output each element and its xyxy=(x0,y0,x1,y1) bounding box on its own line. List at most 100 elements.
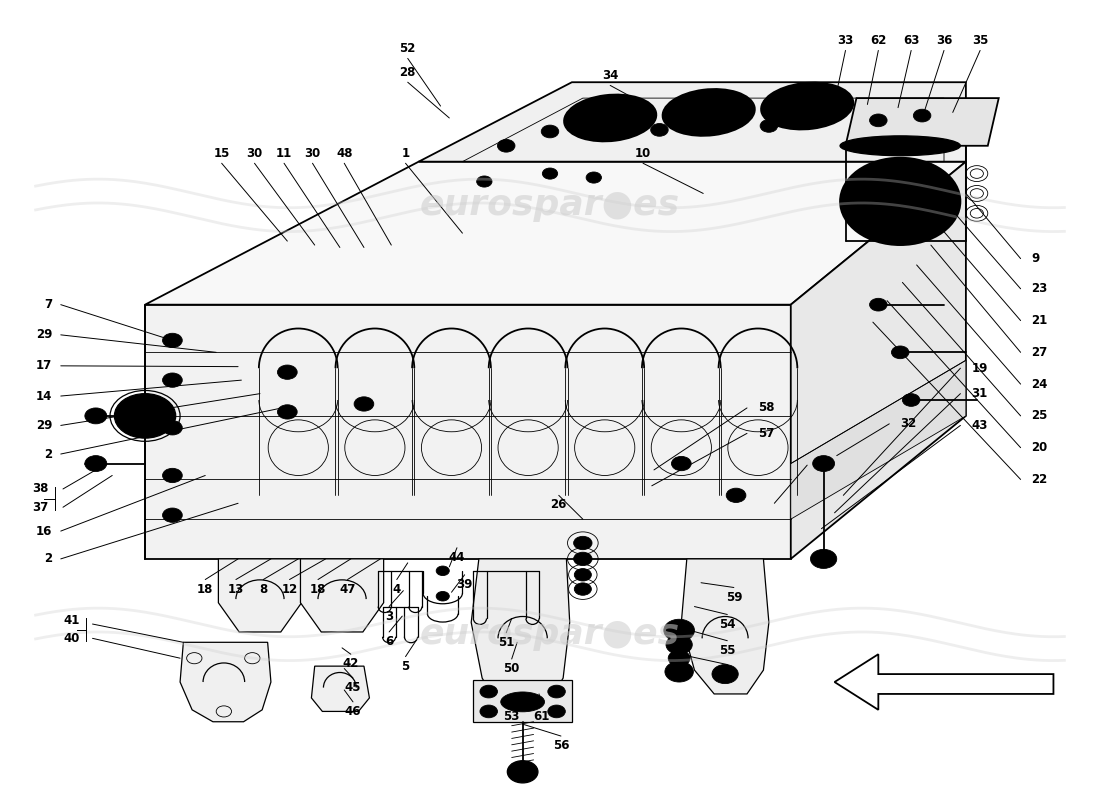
Circle shape xyxy=(437,591,449,601)
Text: 55: 55 xyxy=(719,644,736,657)
Text: 60: 60 xyxy=(719,667,736,681)
Text: 11: 11 xyxy=(276,147,293,160)
Polygon shape xyxy=(300,559,384,632)
Circle shape xyxy=(163,373,183,387)
Text: 18: 18 xyxy=(310,582,327,595)
Circle shape xyxy=(85,456,107,471)
Circle shape xyxy=(586,172,602,183)
Text: 17: 17 xyxy=(36,359,52,372)
Polygon shape xyxy=(180,642,271,722)
Circle shape xyxy=(760,119,778,132)
Text: 29: 29 xyxy=(35,328,52,342)
Polygon shape xyxy=(846,98,999,146)
Circle shape xyxy=(163,334,183,347)
Circle shape xyxy=(726,488,746,502)
Text: 2: 2 xyxy=(44,447,52,461)
Text: 59: 59 xyxy=(726,590,742,603)
Polygon shape xyxy=(145,162,966,305)
Text: 51: 51 xyxy=(498,636,515,649)
Text: 38: 38 xyxy=(32,482,48,495)
Text: eurospar●es: eurospar●es xyxy=(420,618,680,651)
Circle shape xyxy=(163,508,183,522)
Text: 23: 23 xyxy=(1032,282,1048,295)
Circle shape xyxy=(542,168,558,179)
Text: 40: 40 xyxy=(63,632,79,645)
Polygon shape xyxy=(681,559,769,694)
Circle shape xyxy=(664,662,693,682)
Text: 14: 14 xyxy=(35,390,52,402)
Text: 48: 48 xyxy=(336,147,352,160)
Circle shape xyxy=(891,346,909,358)
Circle shape xyxy=(870,114,887,126)
Text: 30: 30 xyxy=(305,147,320,160)
Text: 47: 47 xyxy=(339,582,355,595)
Text: eurospar●es: eurospar●es xyxy=(420,188,680,222)
Text: 44: 44 xyxy=(449,550,465,564)
Circle shape xyxy=(163,468,183,482)
Text: 56: 56 xyxy=(552,739,569,752)
Circle shape xyxy=(840,158,960,245)
Circle shape xyxy=(663,619,694,642)
Ellipse shape xyxy=(761,82,854,130)
Text: 20: 20 xyxy=(1032,441,1048,454)
Text: 39: 39 xyxy=(456,578,473,591)
Text: 58: 58 xyxy=(758,402,774,414)
Text: 45: 45 xyxy=(344,681,361,694)
Text: 50: 50 xyxy=(504,662,520,675)
Ellipse shape xyxy=(840,136,960,156)
Circle shape xyxy=(712,665,738,684)
Text: 6: 6 xyxy=(385,635,393,648)
Circle shape xyxy=(651,123,668,136)
Circle shape xyxy=(573,536,592,550)
Polygon shape xyxy=(473,680,572,722)
Polygon shape xyxy=(791,360,966,519)
Circle shape xyxy=(437,566,449,575)
Text: 1: 1 xyxy=(402,147,409,160)
Circle shape xyxy=(277,405,297,419)
Text: 43: 43 xyxy=(971,419,988,432)
Text: 13: 13 xyxy=(228,582,244,595)
Text: 62: 62 xyxy=(870,34,887,47)
Text: 36: 36 xyxy=(936,34,953,47)
Circle shape xyxy=(163,421,183,435)
Text: 32: 32 xyxy=(900,418,916,430)
Text: 4: 4 xyxy=(393,582,400,595)
Text: 63: 63 xyxy=(903,34,920,47)
Text: 24: 24 xyxy=(1032,378,1048,390)
Circle shape xyxy=(548,705,565,718)
Circle shape xyxy=(548,686,565,698)
Circle shape xyxy=(668,650,690,666)
Circle shape xyxy=(480,705,497,718)
Circle shape xyxy=(85,408,107,424)
Text: 35: 35 xyxy=(972,34,988,47)
Text: 21: 21 xyxy=(1032,314,1048,327)
Text: 57: 57 xyxy=(758,427,774,440)
Text: 25: 25 xyxy=(1032,410,1048,422)
Text: 61: 61 xyxy=(534,710,549,722)
Text: 19: 19 xyxy=(971,362,988,374)
Text: 28: 28 xyxy=(399,66,416,79)
Ellipse shape xyxy=(662,89,755,136)
Circle shape xyxy=(913,110,931,122)
Text: 41: 41 xyxy=(63,614,79,627)
Circle shape xyxy=(671,457,691,470)
Text: 16: 16 xyxy=(35,525,52,538)
Polygon shape xyxy=(471,559,570,710)
Text: 54: 54 xyxy=(719,618,736,630)
Text: 52: 52 xyxy=(399,42,416,55)
Text: 8: 8 xyxy=(260,582,267,595)
Circle shape xyxy=(354,397,374,411)
Text: 10: 10 xyxy=(635,147,651,160)
Text: 49: 49 xyxy=(818,458,835,472)
Text: 37: 37 xyxy=(33,501,48,514)
Ellipse shape xyxy=(564,94,657,142)
Text: 33: 33 xyxy=(837,34,854,47)
Text: 34: 34 xyxy=(602,70,618,82)
Text: 31: 31 xyxy=(971,387,988,400)
Text: 3: 3 xyxy=(385,610,393,622)
Circle shape xyxy=(541,125,559,138)
Polygon shape xyxy=(791,162,966,559)
Polygon shape xyxy=(835,654,1054,710)
Circle shape xyxy=(870,298,887,311)
Text: 26: 26 xyxy=(551,498,566,511)
